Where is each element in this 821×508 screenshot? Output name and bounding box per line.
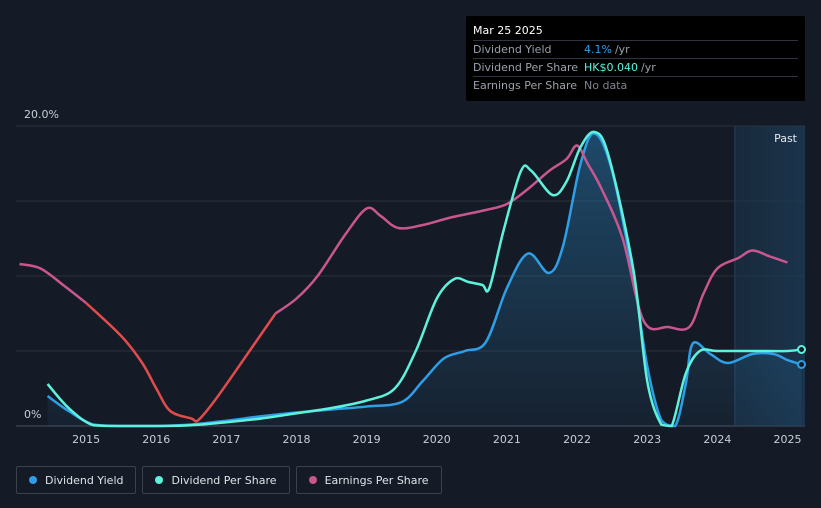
x-tick-label: 2016 [142,433,170,446]
x-tick-label: 2022 [563,433,591,446]
past-label: Past [774,132,798,145]
x-axis: 2015 2016 2017 2018 2019 2020 2021 2022 2023 2024… [72,433,801,446]
dividend-yield-endpoint [796,360,806,369]
earnings-per-share-line-negative [85,302,277,423]
legend-item-dividend-per-share[interactable]: Dividend Per Share [142,466,290,494]
x-tick-label: 2018 [283,433,311,446]
series-lines [19,130,806,428]
tooltip-row-value: No data [584,79,628,92]
legend-label: Dividend Per Share [171,473,277,487]
tooltip-row-value: 4.1% [584,43,612,56]
legend: Dividend Yield Dividend Per Share Earnin… [16,466,442,494]
earnings-per-share-line [19,262,87,304]
tooltip-row-earnings-per-share: Earnings Per Share No data [473,76,798,94]
legend-dot-icon [29,476,37,484]
x-tick-label: 2015 [72,433,100,446]
legend-item-dividend-yield[interactable]: Dividend Yield [16,466,137,494]
dividend-yield-line [46,132,802,428]
x-tick-label: 2024 [703,433,731,446]
x-tick-label: 2019 [353,433,381,446]
legend-label: Earnings Per Share [324,473,429,487]
y-top-label: 20.0% [24,108,59,121]
tooltip-row-label: Dividend Per Share [473,61,579,74]
tooltip-row-label: Dividend Yield [473,43,552,56]
tooltip-row-label: Earnings Per Share [473,79,578,92]
y-bottom-label: 0% [24,408,41,421]
tooltip-row-value: HK$0.040 [584,61,638,74]
dividend-per-share-endpoint [796,345,806,354]
x-tick-label: 2017 [212,433,240,446]
tooltip-date: Mar 25 2025 [473,24,543,37]
earnings-per-share-line [274,144,788,331]
x-tick-label: 2020 [423,433,451,446]
tooltip-row-unit: /yr [614,43,630,56]
tooltip-row-dividend-per-share: Dividend Per Share HK$0.040 /yr [473,58,798,76]
legend-label: Dividend Yield [45,473,124,487]
tooltip-row-unit: /yr [640,61,656,74]
tooltip: Mar 25 2025 Dividend Yield 4.1% /yr Divi… [466,16,805,101]
x-tick-label: 2025 [773,433,801,446]
dividend-yield-area [47,133,802,426]
x-tick-label: 2023 [633,433,661,446]
x-tick-label: 2021 [493,433,521,446]
legend-dot-icon [155,476,164,484]
dividend-per-share-line [46,130,802,428]
tooltip-row-dividend-yield: Dividend Yield 4.1% /yr [473,40,798,58]
legend-item-earnings-per-share[interactable]: Earnings Per Share [295,466,442,494]
legend-dot-icon [308,476,317,484]
